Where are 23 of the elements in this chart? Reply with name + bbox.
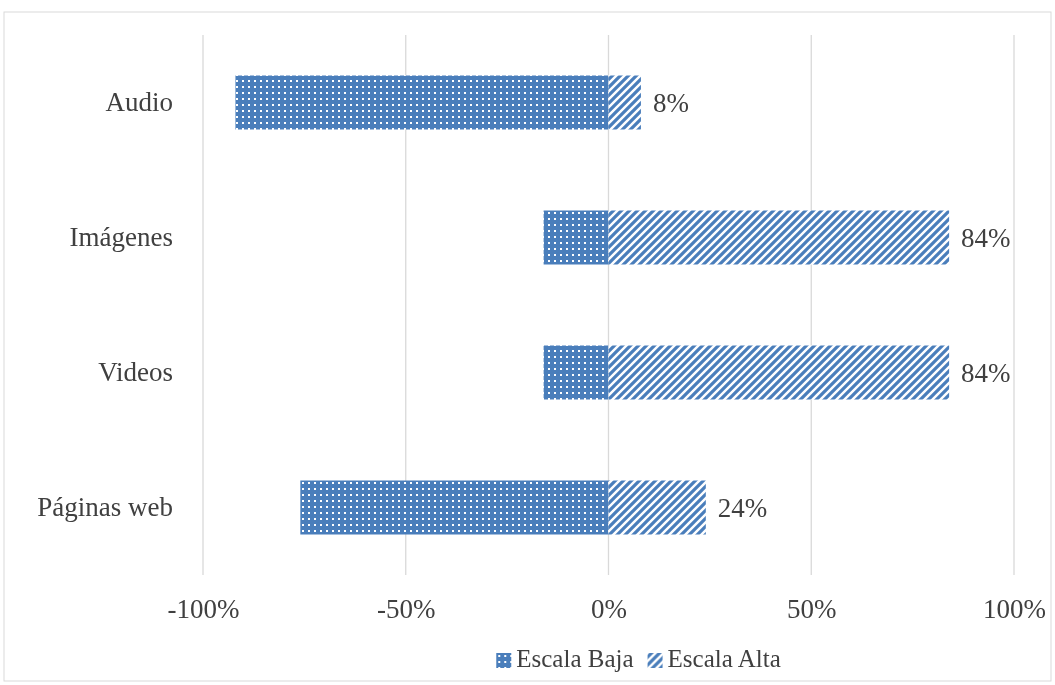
bar: [300, 480, 609, 535]
y-tick-label: Páginas web: [37, 492, 173, 523]
data-label: 24%: [717, 492, 768, 523]
data-label: 84%: [961, 357, 1011, 388]
legend-label: Escala Alta: [667, 645, 781, 672]
bar: [608, 210, 950, 265]
bar: [543, 210, 609, 265]
x-tick-label: 50%: [787, 594, 837, 625]
bar: [608, 480, 706, 535]
bar: [235, 75, 609, 130]
y-tick-label: Audio: [105, 87, 173, 118]
bar: [608, 75, 641, 130]
y-tick-label: Imágenes: [69, 222, 173, 253]
y-tick-label: Videos: [98, 357, 173, 388]
data-label: 84%: [961, 222, 1011, 253]
bar: [608, 345, 950, 400]
x-tick-label: 0%: [591, 594, 627, 625]
bar: [543, 345, 609, 400]
x-tick-label: 100%: [983, 594, 1046, 625]
x-tick-label: -50%: [377, 594, 436, 625]
x-tick-label: -100%: [167, 594, 240, 625]
legend-label: Escala Baja: [516, 645, 634, 672]
data-label: 8%: [652, 87, 689, 118]
